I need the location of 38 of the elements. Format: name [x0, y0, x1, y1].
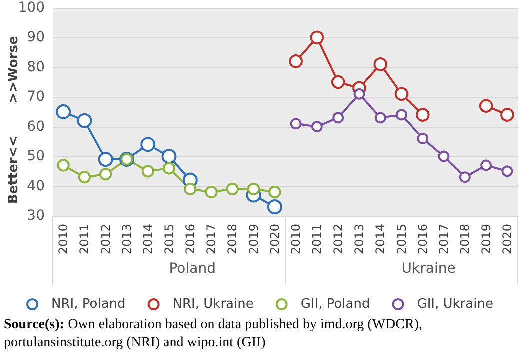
legend-label: NRI, Poland	[52, 297, 126, 312]
legend-label: GII, Poland	[300, 297, 370, 312]
x-tick-label: 2019	[479, 224, 494, 255]
y-tick-label: 80	[27, 59, 45, 76]
x-tick-label: 2018	[458, 224, 472, 255]
x-tick-label: 2020	[500, 224, 514, 255]
x-tick-label: 2010	[289, 224, 304, 255]
y-tick-label: 100	[18, 0, 45, 16]
x-tick-label: 2013	[352, 224, 366, 255]
legend-label: GII, Ukraine	[417, 297, 494, 312]
text: Poland	[169, 261, 216, 277]
x-tick-label: 2011	[78, 224, 92, 255]
legend-label: NRI, Ukraine	[172, 297, 254, 312]
text: Ukraine	[402, 261, 456, 277]
y-tick-label: 70	[27, 89, 45, 106]
y-tick-label: 40	[27, 178, 45, 194]
x-tick-label: 2017	[204, 224, 219, 255]
y-tick-label: 90	[27, 30, 45, 46]
x-tick-label: 2014	[374, 224, 388, 255]
y-tick-label: 30	[27, 208, 45, 224]
x-tick-label: 2015	[394, 224, 409, 255]
x-tick-label: 2019	[246, 224, 261, 255]
x-tick-label: 2012	[331, 224, 346, 255]
x-tick-label: 2016	[416, 224, 430, 255]
x-tick-label: 2013	[120, 224, 134, 255]
source-note: Source(s): Own elaboration based on data published by imd.org (WDCR), portulansinstitute.org (NRI) and wipo.int (GII)	[4, 318, 426, 350]
x-tick-label: 2020	[268, 224, 282, 255]
x-tick-label: 2017	[437, 224, 452, 255]
x-tick-label: 2018	[226, 224, 240, 255]
x-tick-label: 2014	[141, 224, 156, 255]
x-tick-label: 2012	[98, 224, 113, 255]
y-tick-label: 50	[27, 148, 45, 165]
text: Better<< >>Worse	[6, 36, 22, 204]
y-tick-label: 60	[27, 118, 45, 135]
x-tick-label: 2011	[310, 224, 324, 255]
x-tick-label: 2015	[162, 224, 176, 255]
x-tick-label: 2016	[183, 224, 198, 255]
x-tick-label: 2010	[56, 224, 71, 255]
